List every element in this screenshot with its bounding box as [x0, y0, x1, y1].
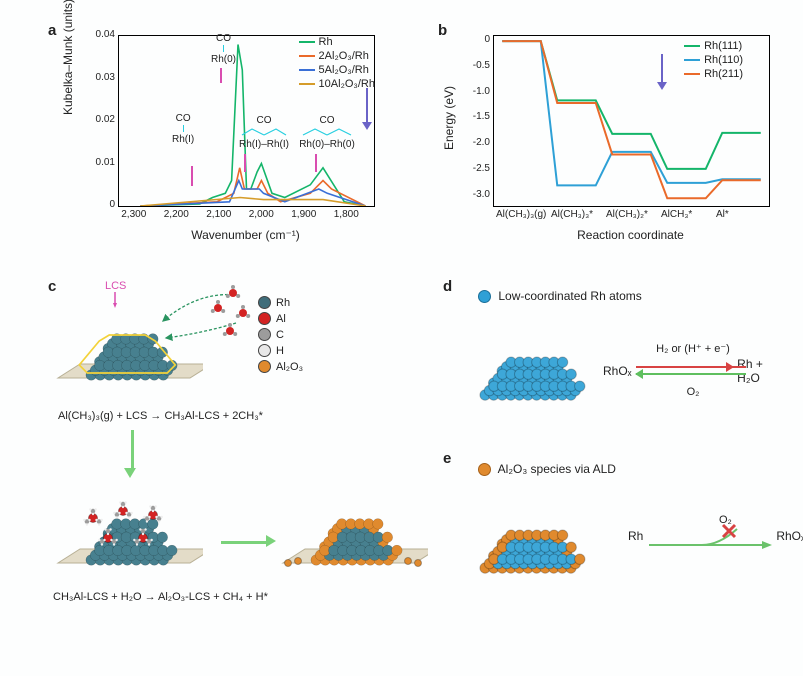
dot-icon-e	[478, 463, 491, 476]
chart-a-xlabel: Wavenumber (cm⁻¹)	[118, 228, 373, 242]
np-d-svg	[458, 315, 598, 405]
chart-b-xlabel: Reaction coordinate	[493, 228, 768, 242]
tma-cloud	[148, 283, 258, 363]
dot-icon-d	[478, 290, 491, 303]
np-step3	[278, 483, 428, 576]
chart-b: 0-0.5-1.0-1.5-2.0-2.5-3.0 Al(CH₃)₃(g)Al(…	[448, 30, 778, 240]
peak-marker-3	[244, 154, 246, 172]
chart-b-ylabel: Energy (eV)	[442, 86, 456, 150]
np2-svg	[53, 483, 203, 573]
chart-a-ylabel: Kubelka–Munk (units)	[61, 0, 75, 115]
ann-rh0: CO Rh(0)	[211, 34, 236, 66]
arrow-step23	[221, 533, 276, 547]
panel-d: Low-coordinated Rh atoms H₂ or (H⁺ + e⁻)…	[453, 287, 783, 447]
chart-a-legend: Rh2Al₂O₃/Rh5Al₂O₃/Rh10Al₂O₃/Rh	[299, 36, 375, 92]
panel-d-title: Low-coordinated Rh atoms	[478, 289, 642, 303]
rxn-d-right: Rh + H₂O	[737, 357, 783, 385]
chart-b-legend: Rh(111)Rh(110)Rh(211)	[684, 40, 743, 82]
eq2: CH₃Al-LCS + H₂O → Al₂O₃-LCS + CH₄ + H*	[53, 591, 268, 603]
panel-c: LCS RhAlCHAl₂O₃ Al(CH₃)₃(g) + LCS → CH₃A…	[53, 288, 418, 638]
ann-rhI-rhI: CO Rh(I)–Rh(I)	[236, 116, 292, 151]
svg-text:O₂: O₂	[719, 514, 732, 526]
panel-label-e: e	[443, 450, 451, 467]
rxn-e-right: RhOₓ	[776, 529, 803, 543]
rxn-e-left: Rh	[628, 529, 643, 543]
peak-marker-1	[220, 68, 222, 83]
peak-marker-2	[191, 166, 193, 186]
ann-rhI: CO Rh(I)	[172, 114, 194, 146]
panel-e-title: Al₂O₃ species via ALD	[478, 462, 616, 476]
lcs-label: LCS	[105, 280, 126, 292]
ann-co: CO	[216, 33, 231, 44]
panel-label-d: d	[443, 278, 452, 295]
arrow-step12	[128, 430, 136, 478]
panel-label-b: b	[438, 22, 447, 39]
panel-e: Al₂O₃ species via ALD Rh O₂ RhOₓ	[453, 460, 783, 630]
np3-svg	[278, 483, 428, 573]
np-step2	[53, 483, 203, 576]
rxn-e: Rh O₂ RhOₓ	[628, 515, 803, 557]
rxn-d: H₂ or (H⁺ + e⁻) RhOₓ Rh + H₂O O₂	[603, 342, 783, 398]
panel-label-a: a	[48, 22, 56, 39]
eq1: Al(CH₃)₃(g) + LCS → CH₃Al-LCS + 2CH₃*	[58, 410, 263, 422]
np-e-svg	[458, 488, 598, 578]
peak-marker-4	[315, 154, 317, 172]
rxn-e-arrow: O₂	[647, 515, 772, 557]
panel-c-legend: RhAlCHAl₂O₃	[258, 296, 303, 376]
ann-rh0-rh0: CO Rh(0)–Rh(0)	[297, 116, 357, 151]
chart-a: CO Rh(0) CO Rh(I) CO Rh(I)–Rh(I) CO Rh(0…	[73, 30, 383, 240]
rxn-d-left: RhOₓ	[603, 364, 632, 378]
ann-rh0-b: Rh(0)	[211, 54, 236, 65]
